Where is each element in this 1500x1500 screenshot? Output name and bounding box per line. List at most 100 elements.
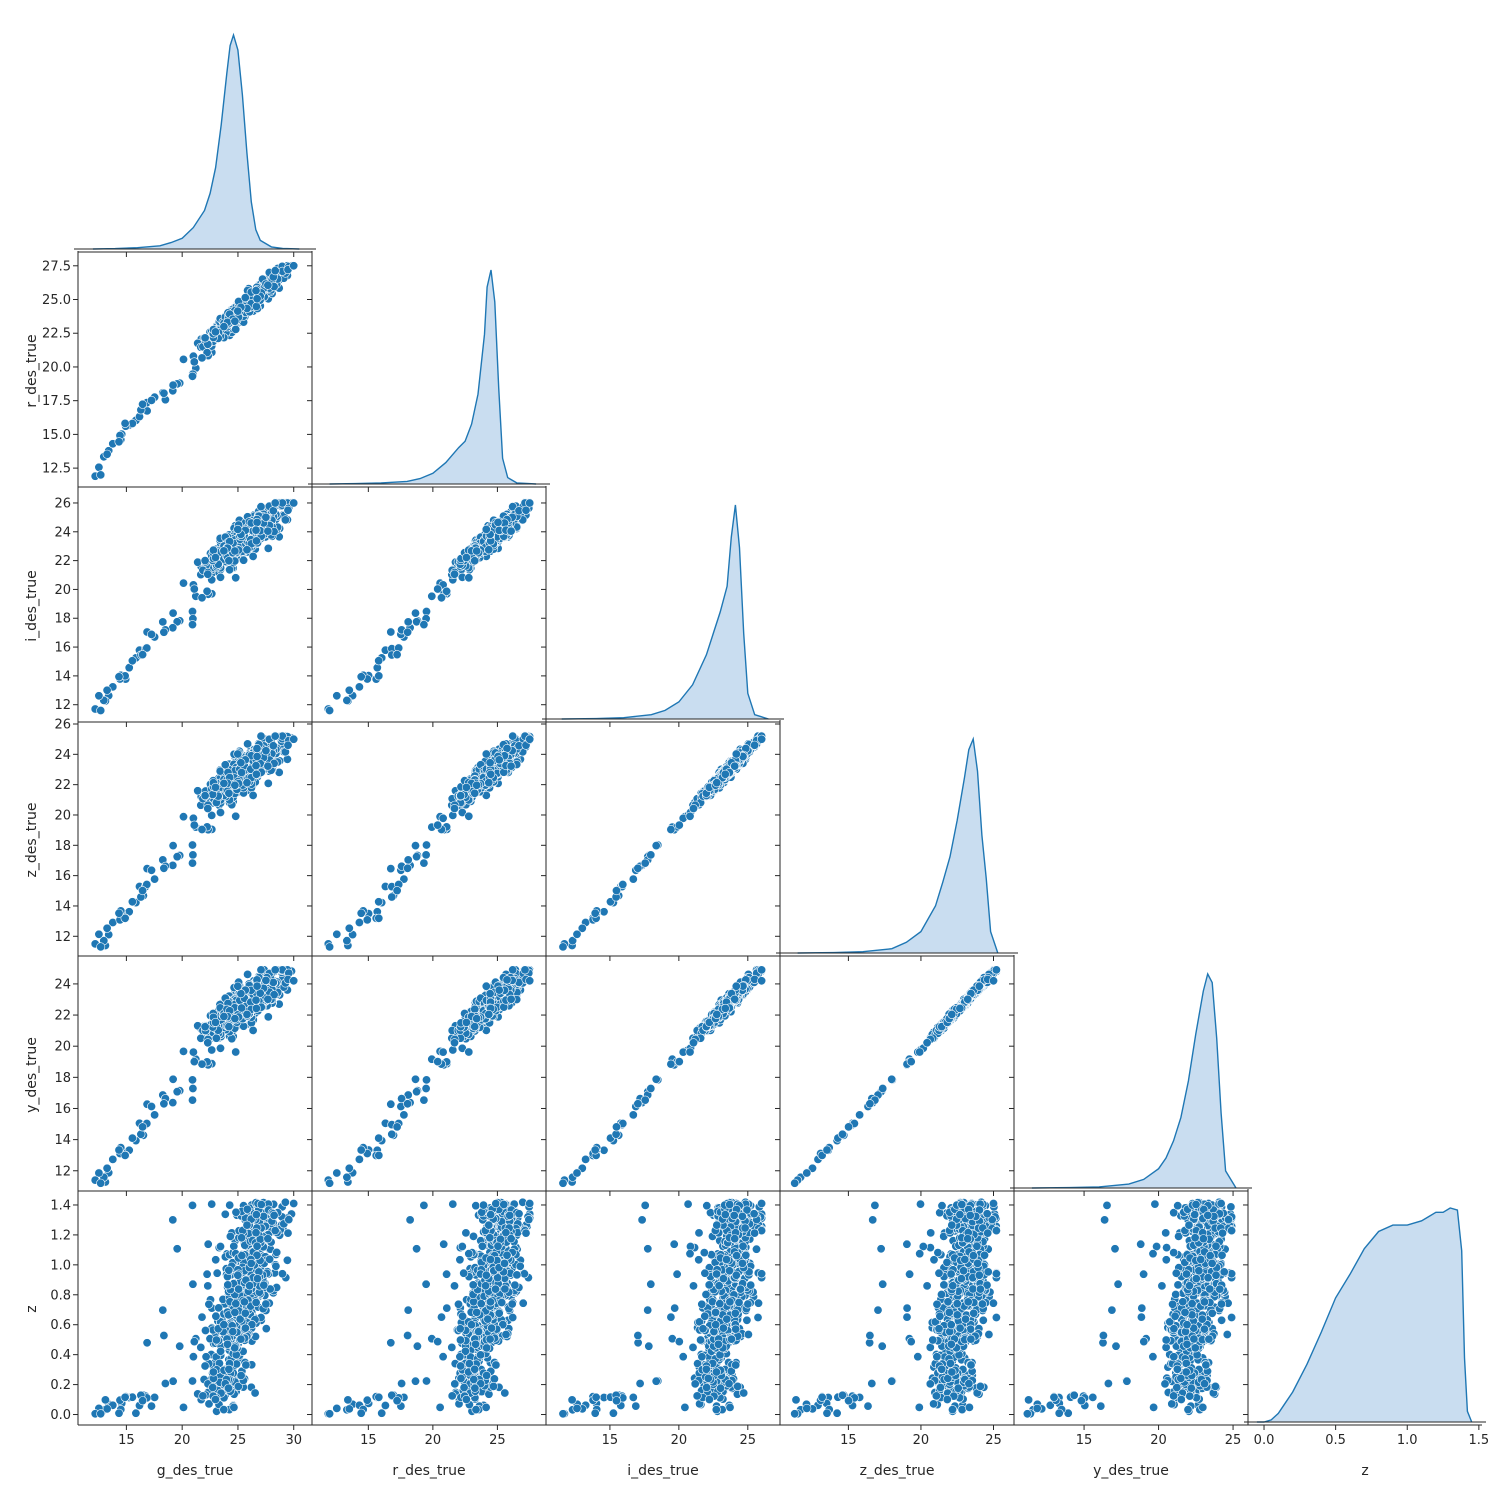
scatter-point xyxy=(219,546,229,556)
scatter-point xyxy=(419,858,429,868)
scatter-point xyxy=(433,584,443,594)
y-tick-label: 26 xyxy=(54,718,71,733)
scatter-point xyxy=(189,584,199,594)
kde-fill-r_des_true xyxy=(329,270,537,484)
y-tick-label: 22 xyxy=(54,554,71,569)
scatter-point xyxy=(354,917,364,927)
scatter-point xyxy=(410,841,420,851)
kde-fill-z_des_true xyxy=(797,739,998,953)
scatter-point xyxy=(248,1025,258,1035)
y-tick-label: 16 xyxy=(54,869,71,884)
panel-i_des_true-vs-i_des_true xyxy=(541,486,784,727)
y-tick-label: 20.0 xyxy=(42,360,71,375)
scatter-point xyxy=(472,780,482,790)
scatter-point xyxy=(216,572,226,582)
y-tick-label: 16 xyxy=(54,641,71,656)
scatter-point xyxy=(252,751,262,761)
scatter-point xyxy=(421,850,431,860)
scatter-point xyxy=(251,769,261,779)
y-tick-label: 12.5 xyxy=(42,462,71,477)
scatter-point xyxy=(481,524,491,534)
scatter-point xyxy=(158,617,168,627)
scatter-point xyxy=(138,399,148,409)
scatter-point xyxy=(374,671,384,681)
scatter-point xyxy=(251,525,261,535)
scatter-point xyxy=(168,860,178,870)
scatter-point xyxy=(193,557,203,567)
scatter-point xyxy=(138,886,148,896)
scatter-point xyxy=(374,656,384,666)
scatter-point xyxy=(280,515,290,525)
scatter-point xyxy=(472,546,482,556)
scatter-point xyxy=(102,1163,112,1173)
scatter-point xyxy=(188,840,198,850)
scatter-point xyxy=(590,908,600,918)
scatter-point xyxy=(730,761,740,771)
scatter-point xyxy=(147,395,157,405)
scatter-point xyxy=(224,556,234,566)
scatter-point xyxy=(263,778,273,788)
scatter-point xyxy=(720,769,730,779)
scatter-point xyxy=(646,850,656,860)
y-tick-label: 12 xyxy=(54,698,71,713)
scatter-point xyxy=(342,936,352,946)
scatter-point xyxy=(168,1074,178,1084)
scatter-point xyxy=(240,293,250,303)
scatter-point xyxy=(138,650,148,660)
scatter-point xyxy=(248,790,258,800)
scatter-point xyxy=(188,858,198,868)
scatter-point xyxy=(325,705,335,715)
scatter-point xyxy=(189,820,199,830)
scatter-point xyxy=(640,858,650,868)
scatter-point xyxy=(230,780,240,790)
y-tick-label: 20 xyxy=(54,583,71,598)
scatter-point xyxy=(525,734,535,744)
scatter-point xyxy=(179,812,189,822)
scatter-point xyxy=(386,627,396,637)
kde-line-g_des_true xyxy=(92,32,300,250)
scatter-point xyxy=(251,761,261,771)
scatter-point xyxy=(252,743,262,753)
scatter-point xyxy=(270,731,280,741)
scatter-point xyxy=(256,731,266,741)
scatter-point xyxy=(506,526,516,536)
scatter-point xyxy=(211,552,221,562)
scatter-point xyxy=(216,807,226,817)
scatter-point xyxy=(464,573,474,583)
y-tick-label: 26 xyxy=(54,496,71,511)
panel-r_des_true-vs-r_des_true xyxy=(307,251,550,492)
scatter-point xyxy=(242,778,252,788)
scatter-point xyxy=(179,1046,189,1056)
scatter-point xyxy=(392,650,402,660)
scatter-point xyxy=(456,791,466,801)
scatter-point xyxy=(243,739,253,749)
scatter-point xyxy=(438,813,448,823)
scatter-point xyxy=(147,865,157,875)
scatter-point xyxy=(203,569,213,579)
scatter-point xyxy=(332,691,342,701)
scatter-point xyxy=(248,551,258,561)
scatter-point xyxy=(172,852,182,862)
scatter-point xyxy=(628,874,638,884)
scatter-point xyxy=(159,388,169,398)
scatter-point xyxy=(168,623,178,633)
scatter-point xyxy=(252,517,262,527)
y-tick-label: 17.5 xyxy=(42,394,71,409)
scatter-point xyxy=(268,741,278,751)
scatter-point xyxy=(200,791,210,801)
scatter-point xyxy=(282,754,292,764)
scatter-point xyxy=(261,512,271,522)
scatter-point xyxy=(421,840,431,850)
scatter-point xyxy=(344,685,354,695)
scatter-point xyxy=(289,498,299,508)
scatter-point xyxy=(203,803,213,813)
y-tick-label: 25.0 xyxy=(42,293,71,308)
scatter-point xyxy=(344,923,354,933)
scatter-point xyxy=(386,864,396,874)
scatter-point xyxy=(731,749,741,759)
scatter-point xyxy=(219,322,229,332)
scatter-point xyxy=(470,788,480,798)
scatter-point xyxy=(108,1154,118,1164)
